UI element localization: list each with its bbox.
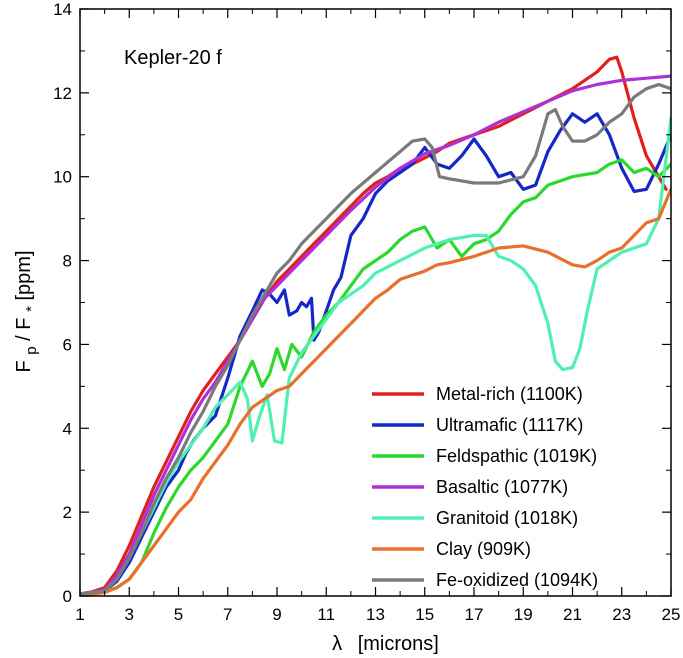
legend-label: Fe-oxidized (1094K) (436, 570, 598, 590)
series-line-4 (80, 74, 671, 596)
y-tick-label: 0 (63, 587, 72, 606)
y-tick-label: 2 (63, 503, 72, 522)
y-axis-label-sub-star: * (23, 306, 40, 312)
legend-label: Granitoid (1018K) (436, 508, 578, 528)
y-axis-label-f: F (13, 360, 35, 372)
x-axis-title: λ [microns] (332, 633, 439, 655)
x-axis-unit: [microns] (358, 633, 439, 655)
y-axis-label-unit: [ppm] (13, 250, 35, 300)
legend-label: Ultramafic (1117K) (436, 415, 583, 435)
x-axis-symbol: λ (332, 633, 342, 655)
x-tick-label: 21 (563, 605, 582, 624)
y-tick-label: 4 (63, 419, 72, 438)
x-tick-label: 17 (465, 605, 484, 624)
legend-label: Clay (909K) (436, 539, 531, 559)
y-tick-label: 12 (53, 84, 72, 103)
series-line-5 (80, 116, 671, 596)
x-tick-label: 13 (366, 605, 385, 624)
x-tick-label: 1 (75, 605, 84, 624)
y-tick-label: 14 (53, 0, 72, 19)
series-line-7 (80, 82, 671, 596)
series-line-3 (80, 158, 671, 596)
x-tick-label: 25 (662, 605, 681, 624)
y-tick-label: 8 (63, 252, 72, 271)
plot-frame (79, 8, 672, 597)
y-axis-title: F p / F * [ppm] (13, 250, 41, 372)
series-line-1 (80, 55, 668, 596)
x-tick-label: 23 (612, 605, 631, 624)
chart-annotation: Kepler-20 f (124, 47, 222, 69)
x-tick-label: 9 (272, 605, 281, 624)
y-axis-label-sub-p: p (23, 346, 40, 354)
legend-label: Feldspathic (1019K) (436, 446, 597, 466)
x-tick-label: 5 (174, 605, 183, 624)
series-layer (80, 55, 671, 596)
legend-label: Basaltic (1077K) (436, 477, 568, 497)
legend-label: Metal-rich (1100K) (436, 384, 583, 404)
legend: Metal-rich (1100K) Ultramafic (1117K) Feld… (372, 384, 598, 590)
y-axis-label-slash: / F (13, 317, 35, 340)
x-tick-label: 15 (415, 605, 434, 624)
ticks-layer (79, 8, 672, 597)
series-line-6 (80, 187, 671, 596)
x-tick-label: 11 (317, 605, 335, 624)
y-tick-label: 10 (53, 168, 72, 187)
x-tick-label: 7 (223, 605, 232, 624)
x-tick-label: 19 (514, 605, 533, 624)
y-tick-label: 6 (63, 335, 72, 354)
x-tick-label: 3 (125, 605, 134, 624)
